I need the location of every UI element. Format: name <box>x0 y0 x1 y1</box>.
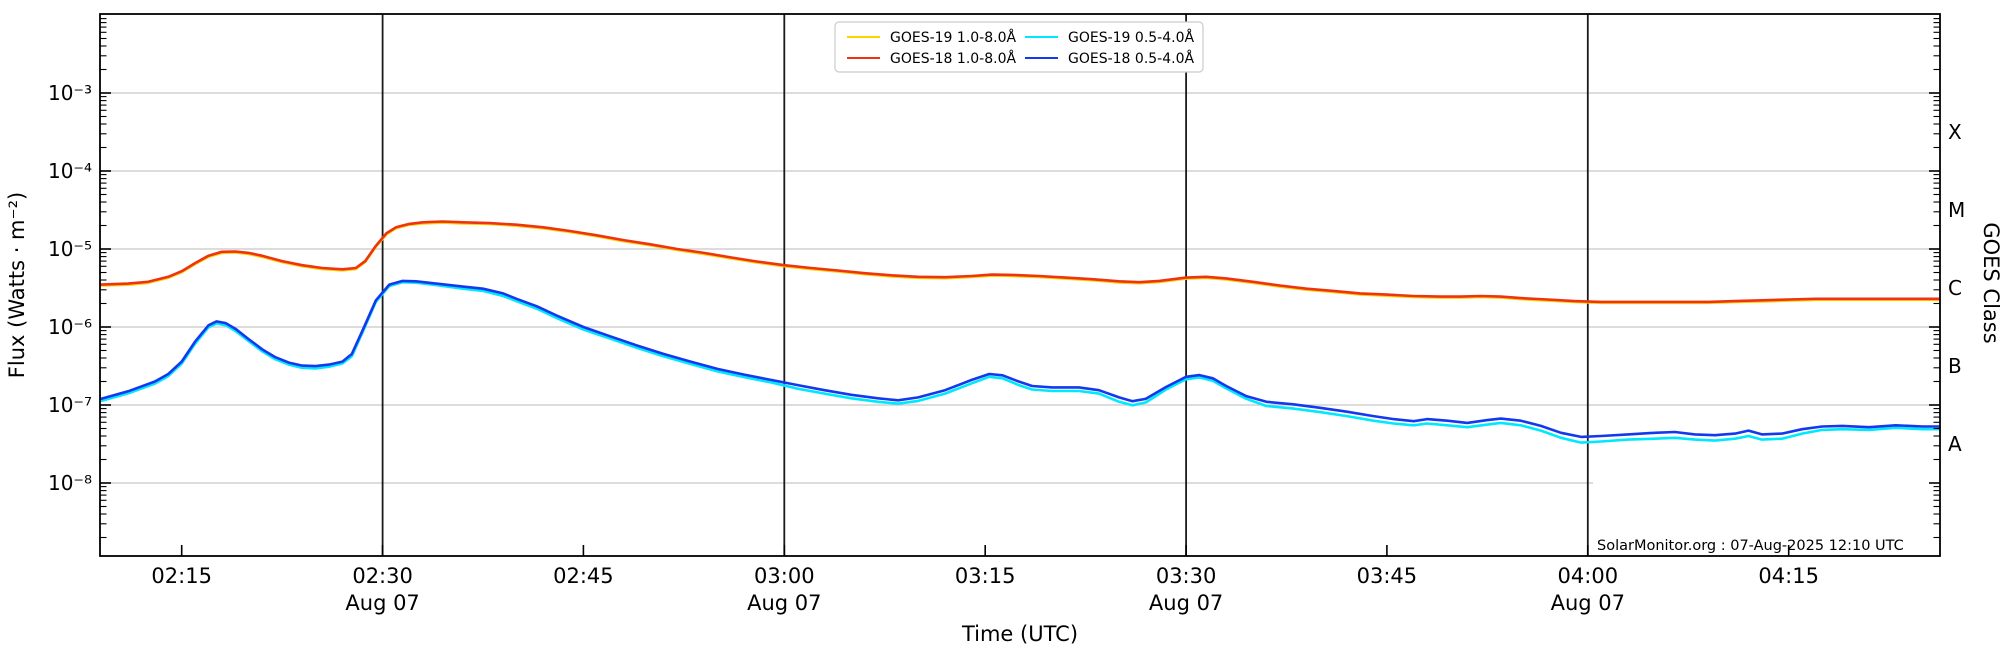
x-tick-label: 04:00 <box>1558 564 1619 588</box>
legend-label-goes19-long: GOES-19 1.0-8.0Å <box>890 29 1016 46</box>
x-tick-label: 02:45 <box>553 564 614 588</box>
x-tick-label: 03:30 <box>1156 564 1217 588</box>
y-tick-label: 10⁻⁷ <box>48 393 92 417</box>
y-tick-label: 10⁻⁸ <box>48 471 92 495</box>
watermark-backdrop <box>1593 474 1939 555</box>
x-tick-label: 04:15 <box>1758 564 1819 588</box>
goes-class-label-A: A <box>1948 432 1962 456</box>
series-curve-0 <box>100 221 1940 305</box>
gridlines-layer <box>100 14 1940 556</box>
plot-frame <box>99 13 1941 557</box>
goes-class-label-M: M <box>1948 198 1965 222</box>
tick-labels-layer: 02:15 02:30 Aug 07 02:45 03:00 Aug 07 03:15 03:… <box>48 81 1965 615</box>
series-layer <box>100 220 1940 444</box>
x-tick-label: 03:45 <box>1357 564 1418 588</box>
legend-label-goes19-short: GOES-19 0.5-4.0Å <box>1068 29 1194 46</box>
goes-class-label-C: C <box>1948 276 1962 300</box>
x-tick-sublabel: Aug 07 <box>747 591 821 615</box>
goes-class-label-B: B <box>1948 354 1962 378</box>
legend-box <box>834 21 1204 73</box>
series-curve-2 <box>100 280 1940 444</box>
x-tick-sublabel: Aug 07 <box>345 591 419 615</box>
y-tick-label: 10⁻⁵ <box>48 237 92 261</box>
y-tick-label: 10⁻³ <box>48 81 92 105</box>
x-tick-label: 02:30 <box>352 564 413 588</box>
right-axis-title: GOES Class <box>1979 222 2000 343</box>
x-tick-label: 03:00 <box>754 564 815 588</box>
y-axis-title: Flux (Watts · m⁻²) <box>5 192 29 378</box>
y-tick-label: 10⁻⁴ <box>48 159 92 183</box>
x-axis-title: Time (UTC) <box>961 622 1078 646</box>
legend: GOES-19 1.0-8.0Å GOES-18 1.0-8.0Å GOES-1… <box>834 21 1204 73</box>
x-tick-label: 03:15 <box>955 564 1016 588</box>
legend-label-goes18-short: GOES-18 0.5-4.0Å <box>1068 50 1194 67</box>
watermark-text: SolarMonitor.org : 07-Aug-2025 12:10 UTC <box>1597 538 1904 554</box>
x-tick-sublabel: Aug 07 <box>1149 591 1223 615</box>
goes-class-label-X: X <box>1948 120 1962 144</box>
x-tick-label: 02:15 <box>151 564 212 588</box>
series-curve-1 <box>100 220 1940 304</box>
ticks-layer <box>100 18 1940 556</box>
x-tick-sublabel: Aug 07 <box>1551 591 1625 615</box>
y-tick-label: 10⁻⁶ <box>48 315 92 339</box>
legend-label-goes18-long: GOES-18 1.0-8.0Å <box>890 50 1016 67</box>
series-curve-3 <box>100 279 1940 439</box>
